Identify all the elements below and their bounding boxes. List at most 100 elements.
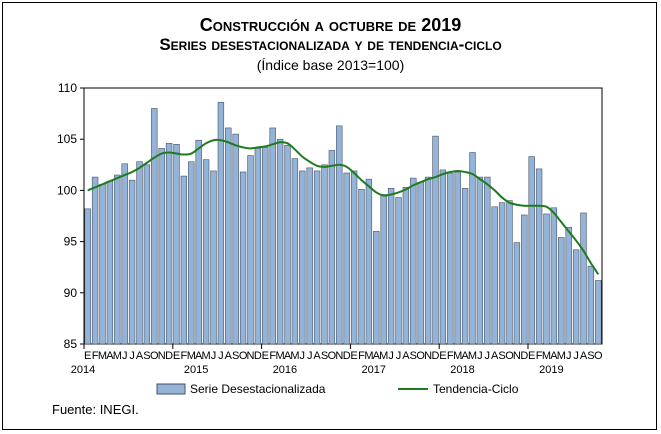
x-tick-label-2017-10: O: [416, 350, 425, 362]
bar-2015-10: [239, 171, 247, 345]
y-tick-label-90: 90: [64, 286, 78, 300]
x-tick-label-2017-12: D: [432, 350, 440, 362]
legend-swatch-bar: [156, 383, 186, 395]
x-tick-label-2019-02: F: [536, 350, 543, 362]
bar-2014-04: [106, 180, 114, 345]
x-tick-label-2015-07: J: [218, 350, 224, 362]
x-tick-label-2017-02: F: [358, 350, 365, 362]
bar-2015-04: [195, 139, 202, 345]
bar-group: [84, 102, 602, 345]
x-tick-label-2016-05: M: [290, 350, 299, 362]
x-tick-label-2018-05: M: [468, 350, 477, 362]
bar-2018-04: [461, 188, 469, 345]
x-tick-label-2014-12: D: [165, 350, 173, 362]
bar-2015-07: [217, 102, 225, 345]
bar-2016-05: [291, 158, 299, 345]
bar-2019-06: [565, 226, 572, 345]
bar-2018-03: [454, 171, 461, 345]
bar-2018-06: [476, 176, 484, 345]
bar-2016-12: [343, 172, 350, 345]
x-tick-label-2016-12: D: [343, 350, 351, 362]
bar-2015-12: [254, 148, 262, 345]
year-label-2015: 2015: [184, 364, 208, 376]
bar-2018-05: [469, 152, 476, 345]
bar-2019-09: [587, 265, 595, 345]
bar-2016-11: [336, 125, 343, 345]
x-tick-label-2014-02: F: [92, 350, 99, 362]
bar-2017-11: [424, 176, 432, 345]
bar-2017-01: [350, 170, 358, 345]
x-tick-label-2017-07: J: [396, 350, 402, 362]
bar-2014-07: [128, 179, 136, 345]
x-tick-label-2016-10: O: [328, 350, 337, 362]
x-tick-label-2017-04: A: [373, 350, 381, 362]
x-tick-label-2018-03: M: [453, 350, 462, 362]
bar-2019-05: [558, 237, 565, 345]
x-tick-label-2019-04: A: [550, 350, 558, 362]
trend-group: [87, 138, 600, 275]
year-label-2016: 2016: [273, 364, 297, 376]
x-tick-label-2018-09: S: [498, 350, 505, 362]
x-tick-label-2014-05: M: [113, 350, 122, 362]
x-tick-label-2015-12: D: [254, 350, 262, 362]
x-tick-label-2017-06: J: [388, 350, 394, 362]
x-tick-label-2017-08: A: [402, 350, 410, 362]
x-tick-label-2014-11: N: [158, 350, 166, 362]
y-axis: 85 90 95 100 105 110: [57, 81, 84, 351]
x-tick-label-2019-06: J: [566, 350, 572, 362]
bar-2017-07: [395, 197, 402, 345]
bar-2014-02: [91, 176, 99, 345]
bar-2019-04: [550, 207, 558, 345]
bar-2018-07: [484, 176, 491, 345]
chart-subtitle-base: (Índice base 2013=100): [256, 57, 405, 73]
x-tick-label-2019-09: S: [587, 350, 594, 362]
x-tick-label-2014-09: S: [143, 350, 150, 362]
x-tick-label-2019-03: M: [542, 350, 551, 362]
x-tick-label-2017-11: N: [424, 350, 432, 362]
bar-2015-03: [188, 161, 195, 345]
bar-2014-08: [136, 161, 143, 345]
bar-2017-03: [365, 178, 373, 345]
year-label-2014: 2014: [71, 364, 95, 376]
x-tick-label-2014-08: A: [136, 350, 144, 362]
x-tick-label-2015-01: E: [173, 350, 180, 362]
x-tick-label-2016-02: F: [269, 350, 276, 362]
x-tick-label-2015-11: N: [247, 350, 255, 362]
bar-2015-01: [173, 144, 180, 345]
year-label-2019: 2019: [539, 364, 563, 376]
y-tick-label-85: 85: [64, 337, 78, 351]
bar-2019-01: [528, 156, 535, 345]
bar-2017-04: [373, 231, 380, 345]
bar-2016-08: [313, 170, 321, 345]
x-tick-label-2018-12: D: [520, 350, 528, 362]
x-tick-label-2016-11: N: [335, 350, 343, 362]
x-tick-label-2018-10: O: [505, 350, 514, 362]
x-tick-label-2016-04: A: [284, 350, 292, 362]
chart-frame: [2, 2, 657, 430]
bar-2019-10: [595, 280, 602, 345]
bar-2017-09: [410, 177, 417, 345]
trend-line: [87, 138, 600, 275]
bar-2015-11: [247, 155, 254, 345]
x-tick-label-2016-06: J: [300, 350, 306, 362]
bar-2014-06: [121, 163, 128, 345]
bar-2019-03: [543, 213, 550, 345]
x-tick-label-2014-01: E: [84, 350, 91, 362]
bar-2014-11: [158, 148, 165, 345]
bar-2018-01: [439, 169, 447, 345]
x-tick-label-2019-01: E: [528, 350, 535, 362]
x-tick-label-2018-08: A: [491, 350, 499, 362]
bar-2016-07: [306, 167, 313, 345]
bar-2015-02: [180, 175, 188, 345]
bar-2016-03: [276, 138, 284, 345]
bar-2014-01: [84, 208, 91, 345]
bar-2016-10: [328, 150, 336, 345]
bar-2017-12: [432, 135, 439, 345]
x-tick-label-2019-10: O: [594, 350, 603, 362]
bar-2019-02: [535, 168, 543, 345]
bar-2017-06: [387, 188, 395, 345]
bar-2016-06: [299, 170, 306, 345]
x-tick-label-2014-04: A: [106, 350, 114, 362]
